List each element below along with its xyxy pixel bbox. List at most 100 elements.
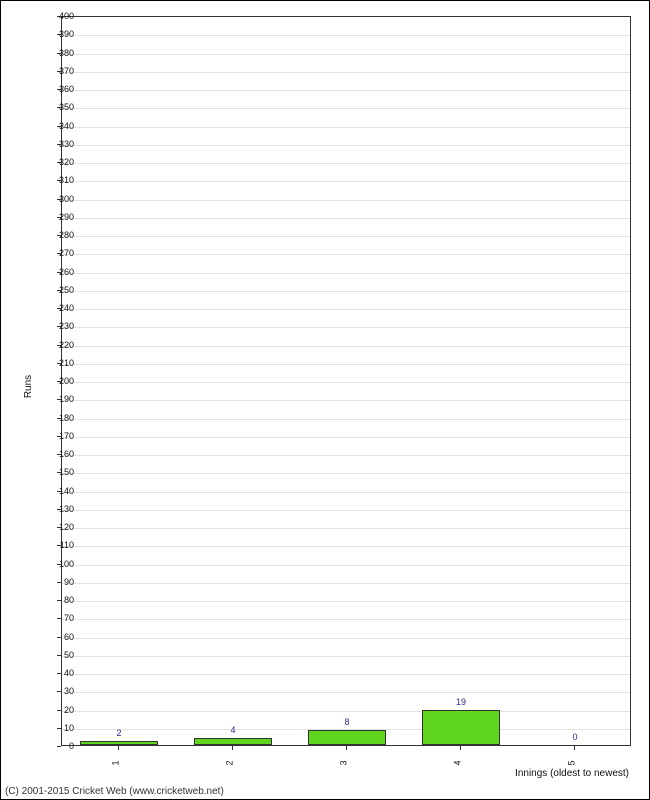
y-tick-label: 30 [24, 686, 74, 696]
gridline [62, 364, 630, 365]
gridline [62, 492, 630, 493]
y-tick-label: 250 [24, 285, 74, 295]
bar [80, 741, 158, 745]
gridline [62, 382, 630, 383]
x-tick-mark [460, 746, 461, 750]
gridline [62, 72, 630, 73]
y-tick-label: 120 [24, 522, 74, 532]
gridline [62, 583, 630, 584]
bar-value-label: 19 [456, 697, 466, 707]
gridline [62, 291, 630, 292]
y-tick-label: 130 [24, 504, 74, 514]
y-tick-label: 110 [24, 540, 74, 550]
bar-value-label: 4 [230, 725, 235, 735]
y-tick-label: 160 [24, 449, 74, 459]
copyright-text: (C) 2001-2015 Cricket Web (www.cricketwe… [5, 786, 224, 797]
y-tick-label: 230 [24, 321, 74, 331]
bar-value-label: 2 [116, 728, 121, 738]
y-tick-label: 70 [24, 613, 74, 623]
y-tick-label: 260 [24, 267, 74, 277]
y-tick-label: 20 [24, 705, 74, 715]
gridline [62, 127, 630, 128]
gridline [62, 181, 630, 182]
y-tick-label: 280 [24, 230, 74, 240]
gridline [62, 218, 630, 219]
bar [308, 730, 386, 745]
y-tick-label: 380 [24, 48, 74, 58]
gridline [62, 254, 630, 255]
gridline [62, 108, 630, 109]
y-tick-label: 80 [24, 595, 74, 605]
gridline [62, 346, 630, 347]
y-tick-label: 220 [24, 340, 74, 350]
y-tick-label: 310 [24, 175, 74, 185]
y-tick-label: 140 [24, 486, 74, 496]
x-tick-label: 2 [225, 760, 235, 765]
gridline [62, 565, 630, 566]
y-tick-label: 360 [24, 84, 74, 94]
gridline [62, 638, 630, 639]
y-tick-label: 90 [24, 577, 74, 587]
y-tick-label: 340 [24, 121, 74, 131]
y-tick-label: 210 [24, 358, 74, 368]
gridline [62, 90, 630, 91]
gridline [62, 35, 630, 36]
y-tick-label: 300 [24, 194, 74, 204]
gridline [62, 656, 630, 657]
gridline [62, 437, 630, 438]
y-tick-label: 270 [24, 248, 74, 258]
gridline [62, 327, 630, 328]
y-tick-label: 240 [24, 303, 74, 313]
x-tick-mark [232, 746, 233, 750]
gridline [62, 145, 630, 146]
x-tick-label: 3 [339, 760, 349, 765]
gridline [62, 309, 630, 310]
bar-value-label: 0 [572, 732, 577, 742]
x-tick-mark [346, 746, 347, 750]
y-tick-label: 290 [24, 212, 74, 222]
y-tick-label: 40 [24, 668, 74, 678]
gridline [62, 163, 630, 164]
y-tick-label: 350 [24, 102, 74, 112]
x-tick-mark [118, 746, 119, 750]
y-tick-label: 150 [24, 467, 74, 477]
gridline [62, 400, 630, 401]
plot-area: 2 4 8 19 0 [61, 16, 631, 746]
y-tick-label: 10 [24, 723, 74, 733]
y-tick-label: 400 [24, 11, 74, 21]
y-tick-label: 320 [24, 157, 74, 167]
y-axis-label: Runs [23, 375, 34, 398]
gridline [62, 619, 630, 620]
gridline [62, 273, 630, 274]
gridline [62, 601, 630, 602]
y-tick-label: 180 [24, 413, 74, 423]
gridline [62, 510, 630, 511]
x-tick-label: 1 [111, 760, 121, 765]
x-tick-mark [574, 746, 575, 750]
y-tick-label: 50 [24, 650, 74, 660]
x-tick-label: 5 [567, 760, 577, 765]
y-tick-label: 0 [24, 741, 74, 751]
gridline [62, 236, 630, 237]
gridline [62, 455, 630, 456]
x-axis-label: Innings (oldest to newest) [515, 768, 629, 779]
y-tick-label: 390 [24, 29, 74, 39]
gridline [62, 54, 630, 55]
x-tick-label: 4 [453, 760, 463, 765]
y-tick-label: 370 [24, 66, 74, 76]
bar [194, 738, 272, 745]
gridline [62, 711, 630, 712]
bar-value-label: 8 [344, 717, 349, 727]
y-tick-label: 330 [24, 139, 74, 149]
y-tick-label: 170 [24, 431, 74, 441]
gridline [62, 546, 630, 547]
bar [422, 710, 500, 745]
gridline [62, 674, 630, 675]
chart-container: 248190 010203040506070809010011012013014… [0, 0, 650, 800]
gridline [62, 528, 630, 529]
y-tick-label: 60 [24, 632, 74, 642]
gridline [62, 200, 630, 201]
gridline [62, 419, 630, 420]
y-tick-label: 100 [24, 559, 74, 569]
gridline [62, 473, 630, 474]
